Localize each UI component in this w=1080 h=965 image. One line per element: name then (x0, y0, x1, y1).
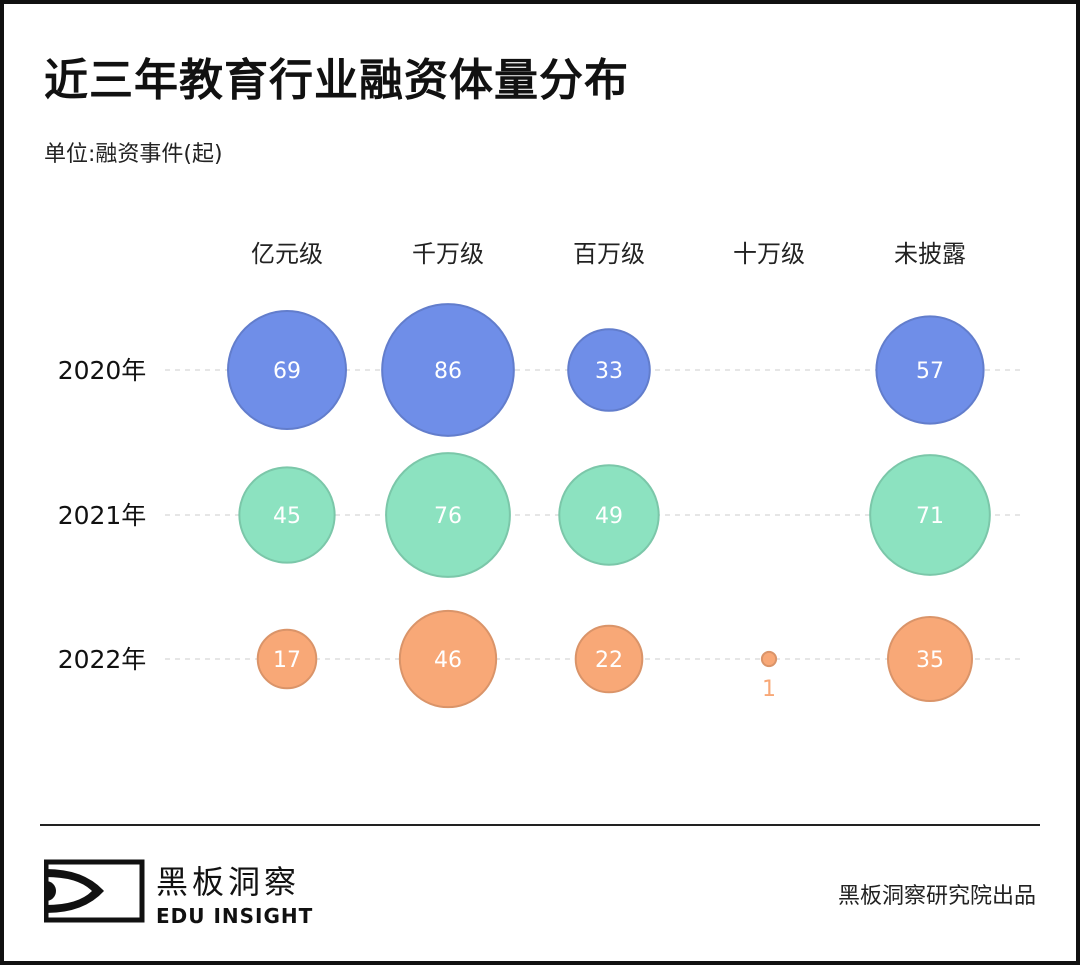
bubble-value-label: 22 (595, 648, 623, 673)
column-label: 百万级 (573, 240, 645, 268)
bubble-value-label: 1 (762, 677, 776, 702)
bubble-value-label: 45 (273, 504, 301, 529)
bubble (227, 310, 347, 430)
bubble (567, 328, 651, 412)
bubble-value-label: 46 (434, 648, 462, 673)
chart-subtitle: 单位:融资事件(起) (44, 142, 223, 167)
edu-insight-logo: 黑板洞察 EDU INSIGHT (44, 859, 313, 928)
column-label: 亿元级 (251, 240, 323, 268)
bubble-value-label: 76 (434, 504, 462, 529)
bubble-value-label: 71 (916, 504, 944, 529)
logo-eye-icon (46, 869, 104, 913)
bubble-value-label: 86 (434, 359, 462, 384)
bubble (760, 650, 778, 668)
logo-cn-text: 黑板洞察 (156, 863, 300, 901)
bubble-value-label: 35 (916, 648, 944, 673)
bubble (869, 454, 991, 576)
row-label: 2022年 (58, 645, 147, 674)
bubble-value-label: 49 (595, 504, 623, 529)
bubble (574, 624, 644, 694)
bubble (238, 466, 336, 564)
credit-text: 黑板洞察研究院出品 (837, 884, 1036, 909)
bubble (875, 315, 985, 425)
bubble (886, 615, 974, 703)
bubble (385, 452, 511, 578)
bubble (256, 628, 318, 690)
row-label: 2021年 (58, 501, 147, 530)
divider (40, 824, 1040, 826)
chart-title: 近三年教育行业融资体量分布 (44, 55, 629, 106)
bubble (558, 464, 660, 566)
column-label: 千万级 (412, 240, 484, 268)
row-label: 2020年 (58, 356, 147, 385)
bubble (398, 609, 498, 709)
bubble-value-label: 33 (595, 359, 623, 384)
bubble-value-label: 69 (273, 359, 301, 384)
bubble-value-label: 57 (916, 359, 944, 384)
logo-en-text: EDU INSIGHT (156, 904, 313, 928)
column-label: 十万级 (733, 240, 805, 268)
column-label: 未披露 (894, 240, 966, 268)
bubble (381, 303, 515, 437)
bubble-value-label: 17 (273, 648, 301, 673)
